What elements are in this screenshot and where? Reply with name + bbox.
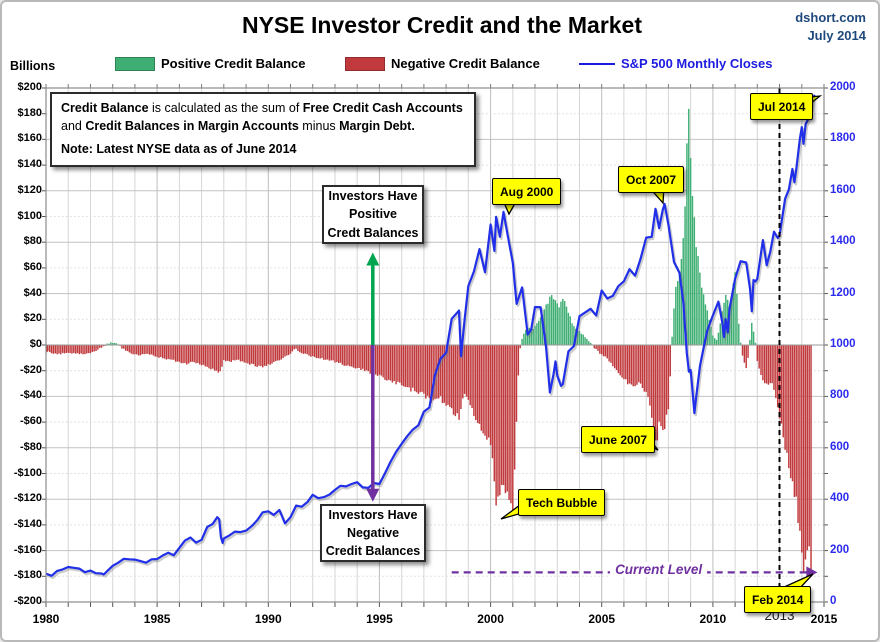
left-axis-tick-label: $200 [17,81,42,93]
info-box-line2: and Credit Balances in Margin Accounts m… [61,118,415,133]
positive-balance-note-box: Investors Have Positive Credt Balances [322,185,424,244]
x-axis-tick-label: 2000 [477,612,504,626]
source-date: July 2014 [807,27,866,43]
callout-tech-bubble: Tech Bubble [518,489,606,516]
left-axis-tick-label: -$200 [13,595,42,607]
right-axis-tick-label: 1800 [830,132,856,145]
info-box-note: Note: Latest NYSE data as of June 2014 [61,142,297,156]
negative-box-line1: Investors Have [328,507,418,522]
positive-box-line3: Credt Balances [327,225,419,240]
right-axis-tick-label: 600 [830,440,850,453]
left-axis-tick-label: -$80 [19,440,42,453]
x-axis-tick-label: 2010 [699,612,727,626]
left-axis-tick-label: -$20 [19,363,42,376]
left-axis-tick-label: -$160 [13,543,42,556]
current-level-label: Current Level [610,562,708,578]
positive-box-line2: Positive [349,207,397,222]
credit-balance-info-box: Credit Balance is calculated as the sum … [50,92,476,167]
left-axis-tick-label: $140 [17,158,42,171]
positive-swatch-icon [115,56,155,71]
left-axis-tick-label: $120 [17,183,42,196]
left-axis-tick-label: $180 [17,106,42,119]
left-axis-tick-label: -$40 [19,389,42,402]
right-axis-tick-label: 1000 [830,338,856,350]
line-swatch-icon [579,62,615,65]
source-block: dshort.com July 2014 [795,9,866,44]
left-axis-tick-label: -$140 [13,517,42,530]
left-axis-tick-label: $80 [23,235,42,248]
left-axis-tick-label: -$180 [13,569,42,582]
right-axis-tick-label: 200 [830,543,850,556]
legend-item-positive: Positive Credit Balance [115,56,306,71]
negative-box-line3: Credit Balances [325,544,421,559]
page-title: NYSE Investor Credit and the Market [241,12,643,38]
x-axis-tick-label: 1985 [143,612,171,626]
left-axis-tick-label: $100 [17,209,42,222]
right-axis-tick-label: 1200 [830,286,856,299]
left-axis-tick-label: $20 [23,312,42,325]
callout-jul-2014: Jul 2014 [750,93,814,120]
positive-box-line1: Investors Have [328,189,418,204]
negative-swatch-icon [345,56,385,71]
x-axis-tick-label: 2015 [810,612,838,626]
x-axis-tick-label: 1995 [366,612,393,626]
legend-item-sp500: S&P 500 Monthly Closes [579,56,772,71]
right-axis-tick-label: 1600 [830,183,856,196]
left-axis-tick-label: $0 [29,338,42,350]
right-axis-tick-label: 800 [830,389,850,402]
left-axis-tick-label: -$120 [13,492,42,505]
callout-feb-2014: Feb 2014 [744,586,812,613]
right-axis-tick-label: 0 [830,595,837,607]
x-axis-tick-label: 1980 [32,612,60,626]
legend-item-negative: Negative Credit Balance [345,56,540,71]
negative-balance-note-box: Investors Have Negative Credit Balances [320,504,426,562]
source-site: dshort.com [795,10,866,25]
legend-label-sp500: S&P 500 Monthly Closes [621,56,773,71]
left-axis-tick-label: -$60 [19,415,42,428]
right-axis-tick-label: 2000 [830,81,856,93]
left-axis-tick-label: $40 [23,286,42,299]
legend-label-positive: Positive Credit Balance [161,56,306,71]
negative-box-line2: Negative [346,525,400,540]
left-axis-tick-label: $60 [23,260,42,273]
left-axis-tick-label: -$100 [13,466,42,479]
info-box-line1: Credit Balance is calculated as the sum … [61,101,463,115]
x-axis-tick-label: 2005 [588,612,616,626]
x-axis-tick-label: 1990 [254,612,282,626]
callout-june-2007: June 2007 [581,426,656,453]
legend-label-negative: Negative Credit Balance [391,56,540,71]
left-axis-tick-label: $160 [17,132,42,145]
left-axis-unit-label: Billions [10,59,56,73]
callout-aug-2000: Aug 2000 [492,178,562,205]
right-axis-tick-label: 400 [830,492,850,505]
right-axis-tick-label: 1400 [830,235,856,248]
callout-oct-2007: Oct 2007 [618,166,685,193]
